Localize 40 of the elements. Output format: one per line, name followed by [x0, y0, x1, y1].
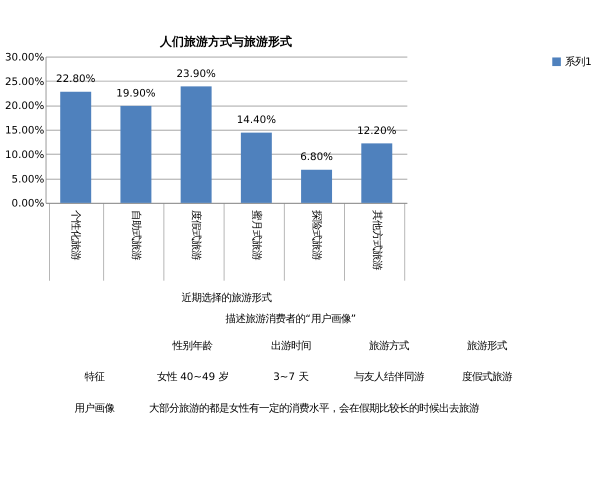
text: 出游时间 — [270, 340, 311, 352]
text: 性别年龄 — [172, 340, 213, 352]
bar — [180, 86, 212, 203]
data-label: 23.90% — [176, 68, 216, 80]
data-label: 14.40% — [236, 114, 276, 126]
legend-label: 系列1 — [565, 56, 592, 68]
x-axis-title: 近期选择的旅游形式 — [182, 292, 272, 304]
bar — [240, 132, 272, 203]
x-tick-label: 其他方式旅游 — [370, 210, 383, 270]
x-tick-label: 度假式旅游 — [190, 210, 202, 260]
data-label: 22.80% — [56, 73, 96, 86]
y-tick-label: 0.00% — [12, 198, 44, 210]
x-tick-label: 自助式旅游 — [130, 210, 142, 260]
text: 与友人结伴同游 — [354, 371, 424, 384]
y-tick-label: 10.00% — [4, 148, 44, 161]
y-tick-label: 30.00% — [4, 51, 44, 64]
bar — [120, 106, 152, 203]
data-label: 6.80% — [300, 151, 334, 164]
data-label: 12.20% — [357, 124, 397, 137]
text: 大部分旅游的都是女性有一定的消费水平，会在假期比较长的时候出去旅游 — [148, 402, 479, 415]
bar — [301, 170, 332, 203]
bar — [361, 143, 392, 203]
bar — [60, 92, 92, 203]
text: 用户画像 — [74, 402, 115, 415]
text: 3~7 天 — [273, 371, 308, 384]
y-tick-label: 25.00% — [4, 76, 44, 88]
text: 旅游形式 — [466, 340, 507, 352]
y-tick-label: 15.00% — [4, 124, 44, 137]
text: 旅游方式 — [368, 340, 409, 352]
text: 描述旅游消费者的“用户画像” — [225, 312, 356, 325]
chart-title: 人们旅游方式与旅游形式 — [159, 34, 292, 48]
text: 度假式旅游 — [462, 371, 512, 384]
text: 女性 40~49 岁 — [156, 371, 228, 384]
x-tick-label: 个性化旅游 — [70, 210, 82, 260]
x-tick-label: 蜜月式旅游 — [250, 210, 262, 260]
data-label: 19.90% — [116, 87, 156, 100]
x-tick-label: 探险式旅游 — [310, 210, 323, 260]
y-tick-label: 5.00% — [12, 173, 44, 186]
y-tick-label: 20.00% — [4, 100, 44, 112]
text: 特征 — [84, 371, 105, 384]
